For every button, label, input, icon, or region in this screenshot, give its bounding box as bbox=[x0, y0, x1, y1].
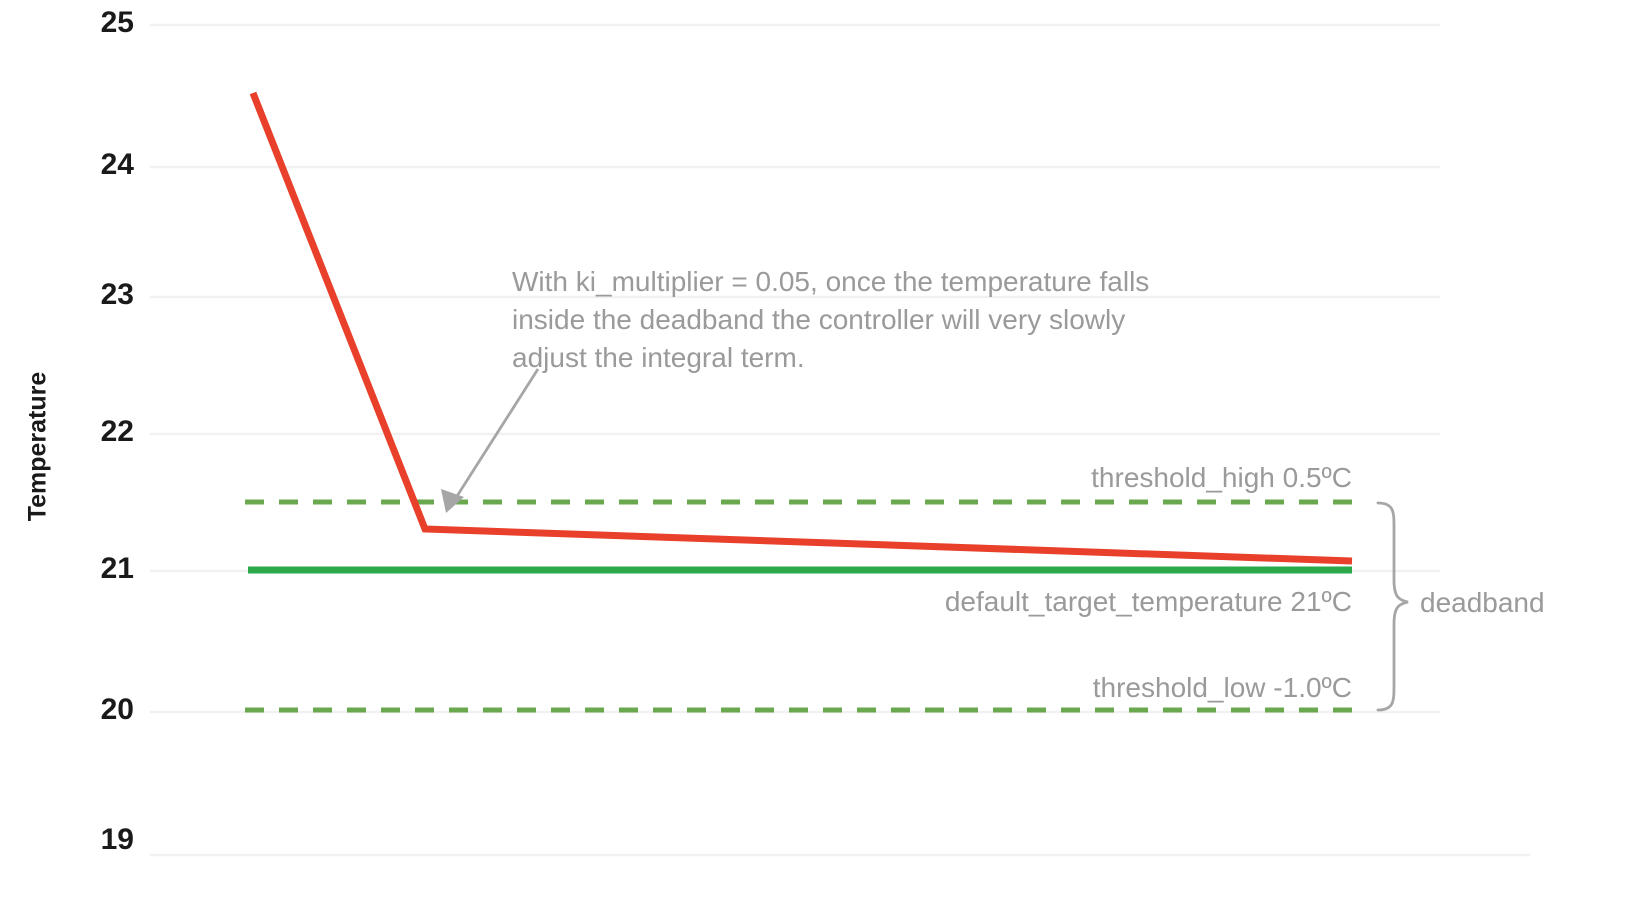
annotation-note-line-2: inside the deadband the controller will … bbox=[512, 304, 1126, 335]
threshold-high-label: threshold_high 0.5ºC bbox=[1091, 462, 1352, 493]
y-tick-24: 24 bbox=[100, 148, 134, 181]
gridlines bbox=[150, 23, 1530, 857]
y-tick-25: 25 bbox=[100, 6, 134, 39]
threshold-low-label: threshold_low -1.0ºC bbox=[1092, 672, 1352, 703]
annotation-arrow bbox=[441, 368, 540, 513]
target-temperature-label: default_target_temperature 21ºC bbox=[944, 586, 1352, 617]
deadband-label: deadband bbox=[1420, 587, 1545, 618]
y-axis-title: Temperature bbox=[23, 371, 52, 522]
annotation-note-line-1: With ki_multiplier = 0.05, once the temp… bbox=[512, 266, 1150, 297]
y-tick-19: 19 bbox=[100, 823, 134, 856]
annotation-note-line-3: adjust the integral term. bbox=[512, 342, 805, 373]
measured-temperature-line bbox=[249, 91, 1353, 565]
y-tick-23: 23 bbox=[100, 278, 134, 311]
y-tick-22: 22 bbox=[100, 415, 134, 448]
deadband-brace bbox=[1376, 501, 1409, 712]
y-tick-20: 20 bbox=[100, 693, 134, 726]
y-tick-21: 21 bbox=[100, 552, 134, 585]
